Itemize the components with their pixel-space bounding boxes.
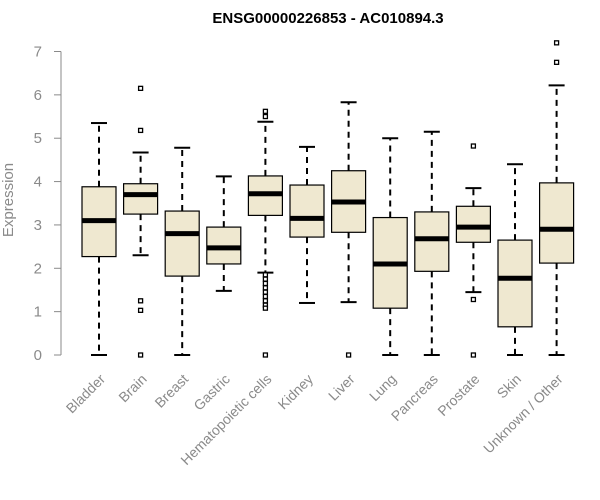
outlier-point (262, 293, 269, 300)
y-tick-label: 4 (34, 174, 42, 191)
y-axis: 0 1 2 3 4 5 6 7 (34, 44, 62, 364)
box-gastric (206, 175, 242, 292)
x-tick-label: Unknown / Other (480, 371, 566, 457)
x-tick-label: Kidney (275, 371, 317, 413)
box-iqr (122, 183, 159, 215)
x-tick-label: Bladder (63, 371, 109, 417)
outlier-point (470, 296, 477, 303)
outlier-point (262, 289, 269, 295)
outlier-point (262, 305, 269, 311)
outlier-point (262, 285, 269, 291)
outlier-point (553, 59, 560, 65)
y-tick-label: 6 (34, 87, 42, 104)
outlier-point (262, 113, 269, 120)
outlier-point (470, 352, 477, 358)
x-tick-label: Breast (151, 371, 191, 411)
outlier-point (137, 85, 144, 92)
x-tick-label: Lung (366, 371, 399, 404)
y-tick-label: 3 (34, 217, 42, 234)
outlier-point (262, 352, 269, 358)
outlier-point (345, 352, 352, 358)
box-iqr (164, 210, 200, 277)
outlier-point (137, 298, 144, 304)
y-tick-label: 0 (34, 347, 42, 364)
x-tick-label: Skin (494, 371, 525, 402)
box-lung (372, 137, 408, 356)
box-unknown-other (538, 40, 575, 356)
box-prostate (455, 143, 491, 358)
box-pancreas (414, 130, 450, 356)
outlier-point (262, 276, 269, 282)
box-iqr (538, 182, 575, 264)
box-bladder (81, 122, 117, 356)
box-iqr (497, 239, 533, 328)
box-iqr (289, 184, 325, 238)
y-tick-label: 1 (34, 304, 42, 321)
x-tick-label: Liver (325, 371, 358, 404)
box-iqr (414, 211, 450, 272)
y-tick-label: 2 (34, 260, 42, 277)
box-series (81, 40, 575, 358)
outlier-point (137, 307, 144, 313)
y-tick-label: 5 (34, 130, 42, 147)
chart-title: ENSG00000226853 - AC010894.3 (212, 10, 443, 27)
outlier-point (262, 298, 269, 304)
outlier-point (137, 352, 144, 358)
box-skin (497, 163, 533, 356)
box-kidney (289, 145, 325, 304)
outlier-point (470, 143, 477, 149)
box-breast (164, 146, 200, 356)
outlier-point (137, 127, 144, 134)
outlier-point (553, 40, 560, 46)
box-iqr (455, 205, 491, 243)
outlier-point (262, 272, 269, 278)
box-brain (122, 85, 159, 358)
box-liver (331, 101, 367, 358)
outlier-point (262, 108, 269, 114)
outlier-point (262, 280, 269, 287)
box-hematopoietic-cells (247, 108, 283, 358)
y-axis-label: Expression (0, 163, 17, 237)
x-tick-label: Prostate (434, 371, 482, 419)
x-tick-label: Brain (115, 371, 149, 405)
y-tick-label: 7 (34, 44, 42, 61)
